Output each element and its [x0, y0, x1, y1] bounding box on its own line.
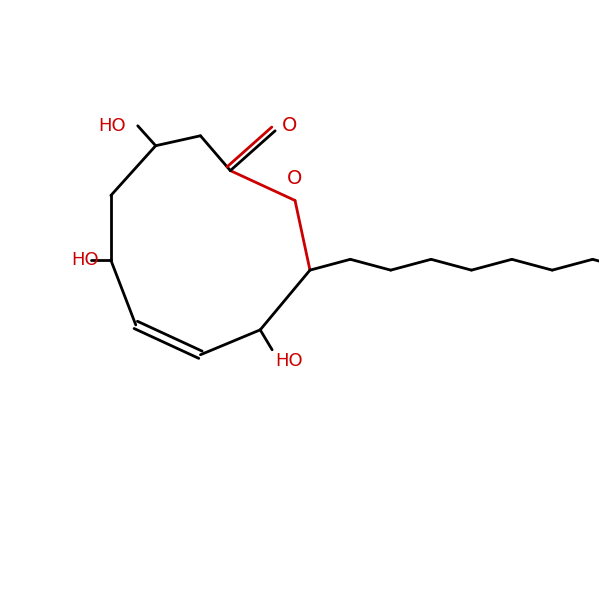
Text: HO: HO	[98, 117, 126, 135]
Text: O: O	[282, 116, 298, 136]
Text: O: O	[287, 169, 303, 188]
Text: HO: HO	[71, 251, 99, 269]
Text: HO: HO	[275, 352, 303, 370]
